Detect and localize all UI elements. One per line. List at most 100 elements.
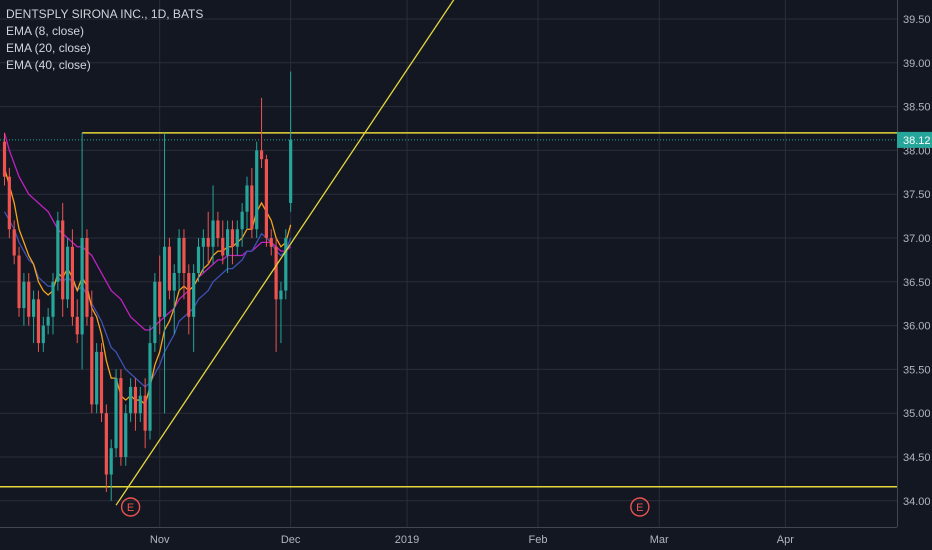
time-tick-label: Mar — [650, 534, 669, 546]
candle — [119, 369, 123, 466]
candle-body — [12, 229, 16, 256]
candle-body — [255, 150, 259, 230]
candle — [143, 378, 147, 449]
candle — [177, 229, 181, 291]
candle — [245, 176, 249, 230]
candle-body — [7, 176, 11, 230]
earnings-event-label: E — [636, 502, 643, 514]
candle — [61, 202, 65, 317]
candle-body — [95, 351, 99, 405]
candle — [187, 264, 191, 335]
candle-body — [114, 378, 118, 449]
candle — [65, 238, 70, 309]
candle — [148, 325, 152, 440]
candles — [2, 71, 293, 501]
candle — [36, 290, 41, 352]
price-tick-label: 36.50 — [903, 277, 931, 289]
candle — [114, 369, 118, 457]
candle-body — [133, 386, 138, 414]
candle-body — [264, 159, 268, 238]
candle — [182, 229, 186, 300]
candle-body — [211, 220, 215, 247]
candle-body — [109, 448, 113, 475]
candle-body — [201, 238, 205, 247]
earnings-event-marker: E — [120, 497, 141, 517]
candle — [7, 167, 11, 238]
candle-body — [158, 281, 162, 317]
candle — [162, 132, 167, 414]
candle — [226, 220, 230, 274]
candle — [158, 255, 162, 335]
candle — [255, 141, 259, 238]
legend-ema-40[interactable]: EMA (40, close) — [6, 58, 91, 72]
candle-body — [226, 229, 230, 256]
candle-body — [41, 325, 45, 344]
candle — [264, 154, 268, 247]
time-axis[interactable]: Nov Dec 2019 Feb Mar Apr — [0, 527, 932, 550]
candle-body — [187, 273, 191, 317]
candle-body — [162, 246, 167, 317]
trendline — [115, 0, 455, 506]
candle — [289, 71, 293, 212]
candle-body — [119, 378, 123, 457]
candle-body — [32, 299, 36, 317]
candle-body — [182, 238, 186, 274]
symbol-title[interactable]: DENTSPLY SIRONA INC., 1D, BATS — [6, 7, 204, 21]
price-axis[interactable]: 34.00 34.50 35.00 35.50 36.00 36.50 37.00 37.50… — [897, 0, 932, 550]
candle — [2, 132, 7, 186]
time-tick-label: Dec — [281, 534, 301, 546]
candle — [109, 439, 113, 501]
legend-ema-20[interactable]: EMA (20, close) — [6, 41, 91, 55]
candle — [41, 316, 45, 352]
candle-body — [274, 246, 278, 300]
earnings-event-icon — [630, 497, 650, 517]
horizontal-levels — [0, 132, 897, 488]
candle-body — [245, 185, 249, 212]
candle-body — [148, 343, 152, 431]
time-axis-background — [0, 527, 932, 550]
candle-body — [56, 220, 60, 282]
legend-ema-8[interactable]: EMA (8, close) — [6, 24, 85, 38]
candle-body — [216, 220, 220, 238]
price-tick-label: 37.50 — [903, 189, 931, 201]
candle — [284, 229, 288, 300]
candle — [250, 167, 254, 238]
candle-body — [70, 246, 74, 317]
candle-body — [90, 316, 94, 405]
price-axis-background — [897, 0, 932, 550]
price-tick-label: 39.00 — [903, 58, 931, 70]
price-tick-label: 39.50 — [903, 14, 931, 26]
candle-body — [153, 281, 157, 344]
candle — [80, 132, 84, 370]
candle-body — [129, 386, 133, 414]
candle-body — [177, 238, 181, 274]
candle-body — [196, 246, 201, 274]
candle — [90, 290, 94, 414]
candle — [133, 378, 138, 431]
candle-body — [240, 211, 244, 230]
candle — [167, 238, 171, 300]
candle — [12, 220, 16, 265]
candle-body — [65, 246, 70, 300]
candle — [192, 264, 196, 352]
current-price-tag: 38.12 — [897, 131, 932, 148]
candle — [153, 273, 157, 352]
candle — [206, 211, 210, 265]
candle-body — [206, 238, 210, 247]
current-price-tag-box — [897, 131, 932, 148]
candle — [221, 220, 225, 265]
candle-body — [250, 185, 254, 230]
candle-body — [17, 255, 21, 309]
candle-body — [279, 290, 283, 300]
candle — [99, 343, 104, 422]
price-tick-label: 38.50 — [903, 102, 931, 114]
candle-body — [167, 246, 171, 291]
candle — [235, 220, 239, 256]
ascending-trendline — [115, 0, 455, 506]
candle — [211, 185, 215, 265]
time-tick-label: Apr — [777, 534, 794, 546]
candle — [129, 378, 133, 422]
candle-body — [172, 273, 176, 291]
